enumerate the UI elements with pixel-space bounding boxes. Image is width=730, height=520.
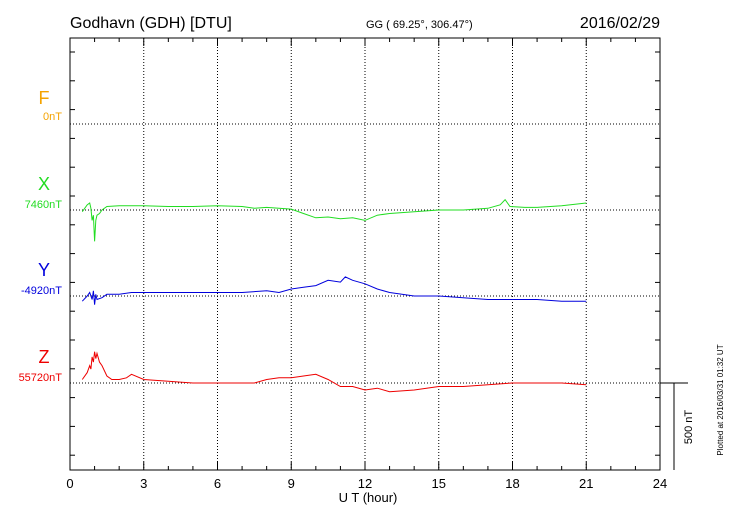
series-baseline-x: 7460nT	[25, 199, 63, 211]
plotted-timestamp: Plotted at 2016/03/31 01:32 UT	[716, 344, 725, 455]
station-title: Godhavn (GDH) [DTU]	[70, 15, 232, 32]
series-name-y: Y	[38, 260, 50, 280]
scale-bar-label: 500 nT	[683, 410, 695, 445]
x-axis-label: U T (hour)	[339, 490, 398, 505]
x-tick-label: 6	[214, 476, 221, 491]
station-coords: GG ( 69.25°, 306.47°)	[366, 19, 473, 31]
x-tick-labels: 0 3 6 9 12 15 18 21 24	[66, 476, 667, 491]
x-tick-label: 0	[66, 476, 73, 491]
series-group	[81, 198, 587, 393]
series-baseline-f: 0nT	[43, 111, 62, 123]
axis-ticks	[70, 38, 660, 470]
x-tick-label: 24	[653, 476, 667, 491]
series-name-z: Z	[39, 347, 50, 367]
scale-bar: 500 nT	[660, 382, 695, 470]
series-name-x: X	[38, 174, 50, 194]
x-tick-label: 15	[432, 476, 446, 491]
plot-date: 2016/02/29	[580, 15, 660, 32]
x-tick-label: 12	[358, 476, 372, 491]
series-baseline-z: 55720nT	[19, 372, 63, 384]
x-tick-label: 18	[505, 476, 519, 491]
grid-lines	[70, 38, 660, 470]
series-line-z	[81, 351, 587, 393]
x-tick-label: 21	[579, 476, 593, 491]
series-line-x	[81, 198, 587, 242]
series-baseline-y: -4920nT	[21, 285, 62, 297]
x-tick-label: 3	[140, 476, 147, 491]
series-labels: F 0nT X 7460nT Y -4920nT Z 55720nT	[19, 88, 63, 384]
series-name-f: F	[39, 88, 50, 108]
series-line-y	[81, 276, 587, 305]
x-tick-label: 9	[288, 476, 295, 491]
